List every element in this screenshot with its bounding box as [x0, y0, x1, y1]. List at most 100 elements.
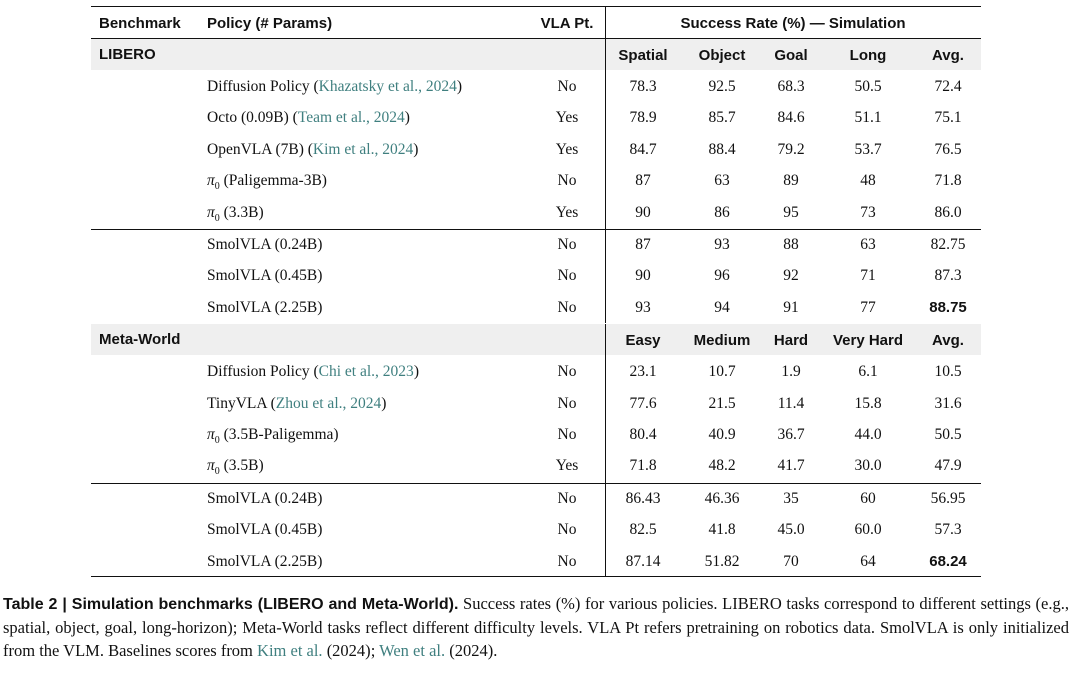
vla-pt-value: Yes — [555, 109, 579, 127]
score-value: 11.4 — [777, 394, 805, 412]
policy-citation[interactable]: Khazatsky et al., 2024 — [318, 78, 457, 95]
score-value: 76.5 — [934, 140, 962, 158]
score-value: 50.5 — [934, 426, 962, 443]
score-value: 53.7 — [854, 140, 882, 158]
column-header: Medium — [693, 332, 751, 350]
score-value: 70 — [783, 552, 799, 570]
score-value: 87.3 — [934, 267, 962, 285]
vla-pt-value: No — [557, 236, 577, 253]
score-value: 75.1 — [934, 109, 962, 127]
score-value: 79.2 — [777, 140, 805, 158]
score-value: 47.9 — [934, 457, 962, 475]
policy-name: OpenVLA (7B) (Kim et al., 2024) — [207, 140, 418, 160]
citation-close: ) — [413, 363, 419, 381]
policy-name: π0 (3.5B-Paligemma) — [207, 425, 339, 451]
column-divider — [605, 39, 606, 324]
score-value: 10.7 — [708, 363, 736, 381]
score-value: 71.8 — [934, 172, 962, 190]
pi-subscript: 0 — [214, 212, 220, 224]
score-value: 56.95 — [930, 489, 966, 507]
score-value: 15.8 — [854, 394, 882, 412]
policy-label: SmolVLA (0.24B) — [207, 489, 323, 507]
score-value: 77.6 — [629, 394, 657, 412]
policy-citation[interactable]: Team et al., 2024 — [297, 109, 405, 127]
score-value: 86 — [714, 203, 730, 221]
score-value: 92 — [783, 267, 799, 285]
score-value: 88 — [783, 236, 799, 253]
score-value: 1.9 — [781, 363, 801, 381]
score-value: 21.5 — [708, 394, 736, 412]
caption-citation-kim[interactable]: Kim et al. — [257, 641, 323, 660]
column-header: Very Hard — [832, 332, 904, 350]
policy-label: Diffusion Policy ( — [207, 78, 319, 95]
column-header: Object — [698, 47, 746, 64]
score-value: 93 — [714, 236, 730, 253]
score-value: 35 — [783, 489, 799, 507]
policy-label: SmolVLA (2.25B) — [207, 298, 323, 316]
caption-separator: ; — [370, 641, 380, 660]
score-value: 86.43 — [625, 489, 661, 507]
score-value: 44.0 — [854, 426, 882, 443]
score-value: 48.2 — [708, 457, 736, 475]
policy-label: OpenVLA (7B) ( — [207, 140, 313, 158]
pi-symbol: π — [207, 426, 215, 443]
policy-citation[interactable]: Zhou et al., 2024 — [275, 394, 382, 412]
policy-params: (3.3B) — [219, 203, 264, 221]
header-success-rate: Success Rate (%) — Simulation — [680, 15, 906, 32]
table-caption: Table 2 | Simulation benchmarks (LIBERO … — [3, 592, 1069, 662]
score-value: 82.5 — [629, 521, 657, 539]
policy-name: TinyVLA (Zhou et al., 2024) — [207, 394, 386, 414]
score-value: 73 — [860, 203, 876, 221]
section-band — [91, 324, 981, 356]
policy-name: Octo (0.09B) (Team et al., 2024) — [207, 108, 410, 128]
score-value: 23.1 — [629, 363, 657, 381]
vla-pt-value: Yes — [555, 203, 579, 221]
score-value: 63 — [714, 172, 730, 190]
policy-label: SmolVLA (0.45B) — [207, 521, 323, 539]
policy-label: SmolVLA (0.24B) — [207, 236, 323, 253]
score-value: 96 — [714, 267, 730, 285]
score-value: 36.7 — [777, 426, 805, 443]
column-divider — [605, 324, 606, 577]
pi-subscript: 0 — [214, 466, 220, 478]
citation-close: ) — [413, 140, 419, 158]
citation-close: ) — [381, 394, 387, 412]
score-value: 95 — [783, 203, 799, 221]
vla-pt-value: No — [557, 489, 577, 507]
citation-close: ) — [456, 78, 462, 95]
vla-pt-value: Yes — [555, 457, 579, 475]
group-separator — [91, 229, 981, 230]
policy-params: (Paligemma-3B) — [219, 172, 327, 190]
vla-pt-value: No — [557, 552, 577, 570]
score-value: 85.7 — [708, 109, 736, 127]
caption-end: . — [493, 641, 498, 660]
score-value: 93 — [635, 298, 651, 316]
policy-label: SmolVLA (2.25B) — [207, 552, 323, 570]
column-header: Long — [849, 47, 887, 64]
policy-citation[interactable]: Chi et al., 2023 — [318, 363, 414, 381]
policy-name: SmolVLA (0.24B) — [207, 235, 322, 255]
score-value: 82.75 — [930, 236, 966, 253]
policy-params: (3.5B) — [219, 457, 264, 475]
score-value: 30.0 — [854, 457, 882, 475]
score-value: 86.0 — [934, 203, 962, 221]
score-value: 87.14 — [625, 552, 661, 570]
score-value: 78.3 — [629, 78, 657, 95]
policy-name: Diffusion Policy (Khazatsky et al., 2024… — [207, 77, 462, 97]
policy-name: SmolVLA (2.25B) — [207, 552, 322, 572]
best-avg-value: 68.24 — [929, 552, 967, 570]
pi-symbol: π — [207, 457, 215, 475]
column-header: Avg. — [932, 332, 964, 350]
caption-citation-wen[interactable]: Wen et al. — [379, 641, 446, 660]
vla-pt-value: No — [557, 363, 577, 381]
score-value: 84.6 — [777, 109, 805, 127]
policy-citation[interactable]: Kim et al., 2024 — [312, 140, 414, 158]
caption-citation-kim-year: (2024) — [322, 641, 371, 660]
caption-citation-wen-year: (2024) — [445, 641, 494, 660]
score-value: 10.5 — [934, 363, 962, 381]
policy-name: π0 (3.5B) — [207, 456, 264, 482]
policy-params: (3.5B-Paligemma) — [219, 426, 339, 443]
section-name: LIBERO — [99, 46, 156, 63]
vla-pt-value: No — [557, 267, 577, 285]
policy-name: π0 (3.3B) — [207, 203, 264, 229]
